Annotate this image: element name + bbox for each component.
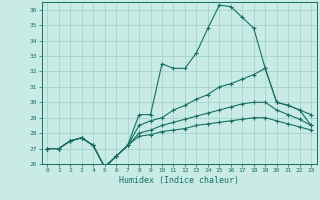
- X-axis label: Humidex (Indice chaleur): Humidex (Indice chaleur): [119, 176, 239, 185]
